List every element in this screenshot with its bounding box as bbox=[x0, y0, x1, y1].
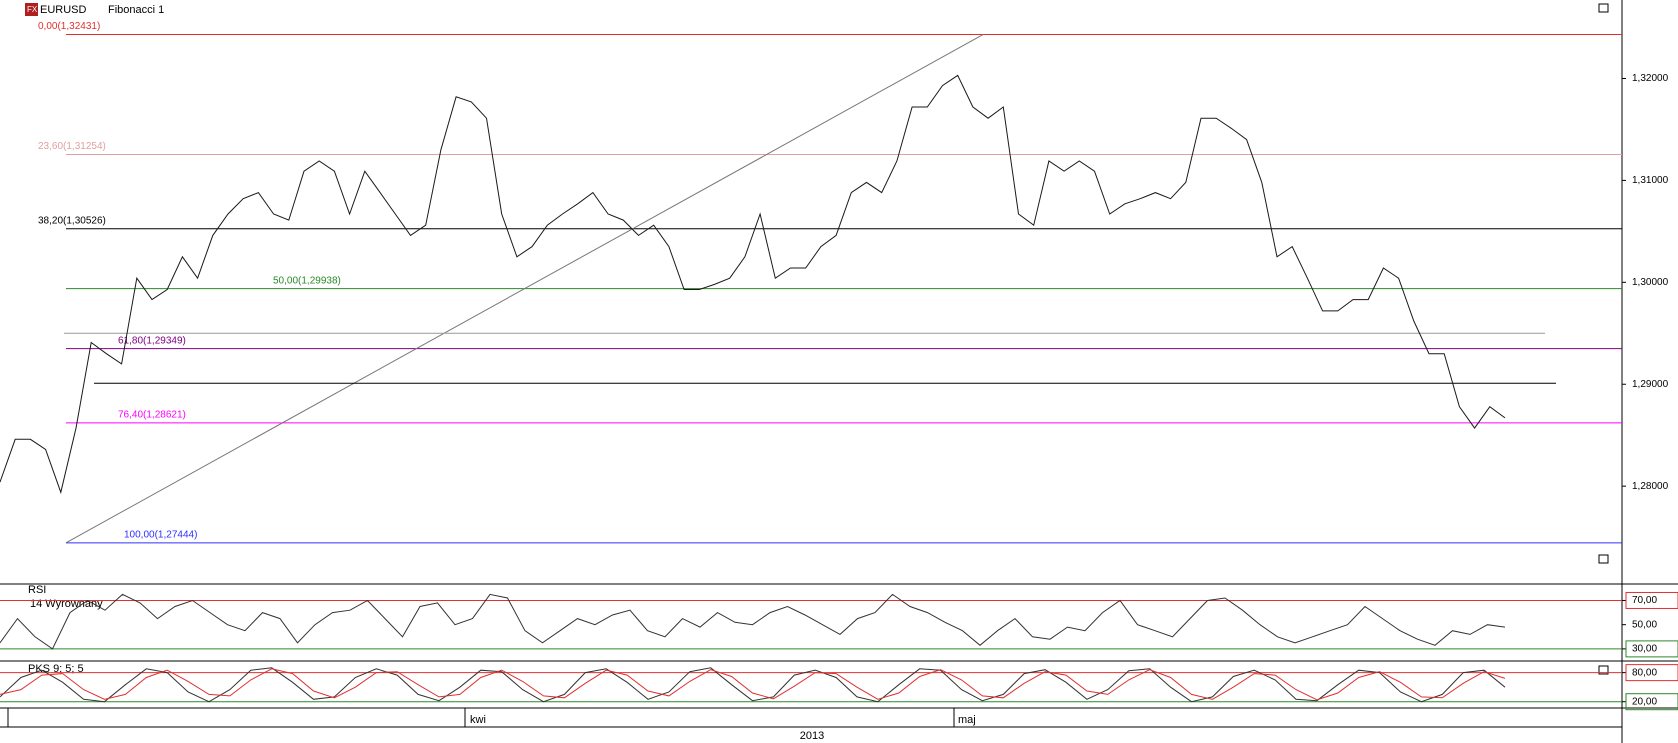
fib-label: 38,20(1,30526) bbox=[38, 215, 106, 226]
fx-icon-text: FX bbox=[27, 5, 38, 14]
indicator-title: PKS 9; 5; 5 bbox=[28, 663, 84, 675]
fib-label: 23,60(1,31254) bbox=[38, 141, 106, 152]
y-tick-box bbox=[1625, 664, 1678, 682]
y-tick-label: 20,00 bbox=[1632, 696, 1657, 707]
fib-label: 100,00(1,27444) bbox=[124, 529, 197, 540]
y-tick-label: 70,00 bbox=[1632, 595, 1657, 606]
y-tick-label: 1,31000 bbox=[1632, 175, 1669, 186]
series-line bbox=[0, 667, 1506, 703]
fib-trend-line bbox=[65, 34, 984, 544]
maximize-icon[interactable] bbox=[1598, 3, 1609, 13]
series-line bbox=[0, 74, 1506, 495]
fx-icon bbox=[25, 3, 38, 16]
y-tick-box bbox=[1625, 693, 1678, 711]
y-tick-box bbox=[1625, 591, 1678, 609]
symbol[interactable]: EURUSD bbox=[40, 4, 87, 16]
series-line bbox=[0, 593, 1506, 650]
fib-label: 50,00(1,29938) bbox=[273, 275, 341, 286]
fib-label: 0,00(1,32431) bbox=[38, 21, 100, 32]
fib-label: 61,80(1,29349) bbox=[118, 335, 186, 346]
indicator-title: RSI bbox=[28, 584, 46, 596]
month-label: kwi bbox=[470, 714, 486, 726]
month-label: maj bbox=[958, 714, 976, 726]
fib-label: 76,40(1,28621) bbox=[118, 410, 186, 421]
maximize-icon[interactable] bbox=[1598, 665, 1609, 675]
y-tick-label: 30,00 bbox=[1632, 644, 1657, 655]
tool-name[interactable]: Fibonacci 1 bbox=[108, 4, 164, 16]
maximize-icon[interactable] bbox=[1598, 554, 1609, 564]
y-tick-label: 80,00 bbox=[1632, 667, 1657, 678]
series-line bbox=[0, 668, 1506, 701]
y-tick-label: 1,28000 bbox=[1632, 481, 1669, 492]
y-tick-label: 1,30000 bbox=[1632, 277, 1669, 288]
year-label: 2013 bbox=[800, 730, 824, 742]
y-tick-label: 50,00 bbox=[1632, 619, 1657, 630]
y-tick-label: 1,32000 bbox=[1632, 73, 1669, 84]
y-tick-label: 1,29000 bbox=[1632, 379, 1669, 390]
y-tick-box bbox=[1625, 640, 1678, 658]
indicator-subtitle: 14 Wyrownany bbox=[30, 598, 103, 610]
